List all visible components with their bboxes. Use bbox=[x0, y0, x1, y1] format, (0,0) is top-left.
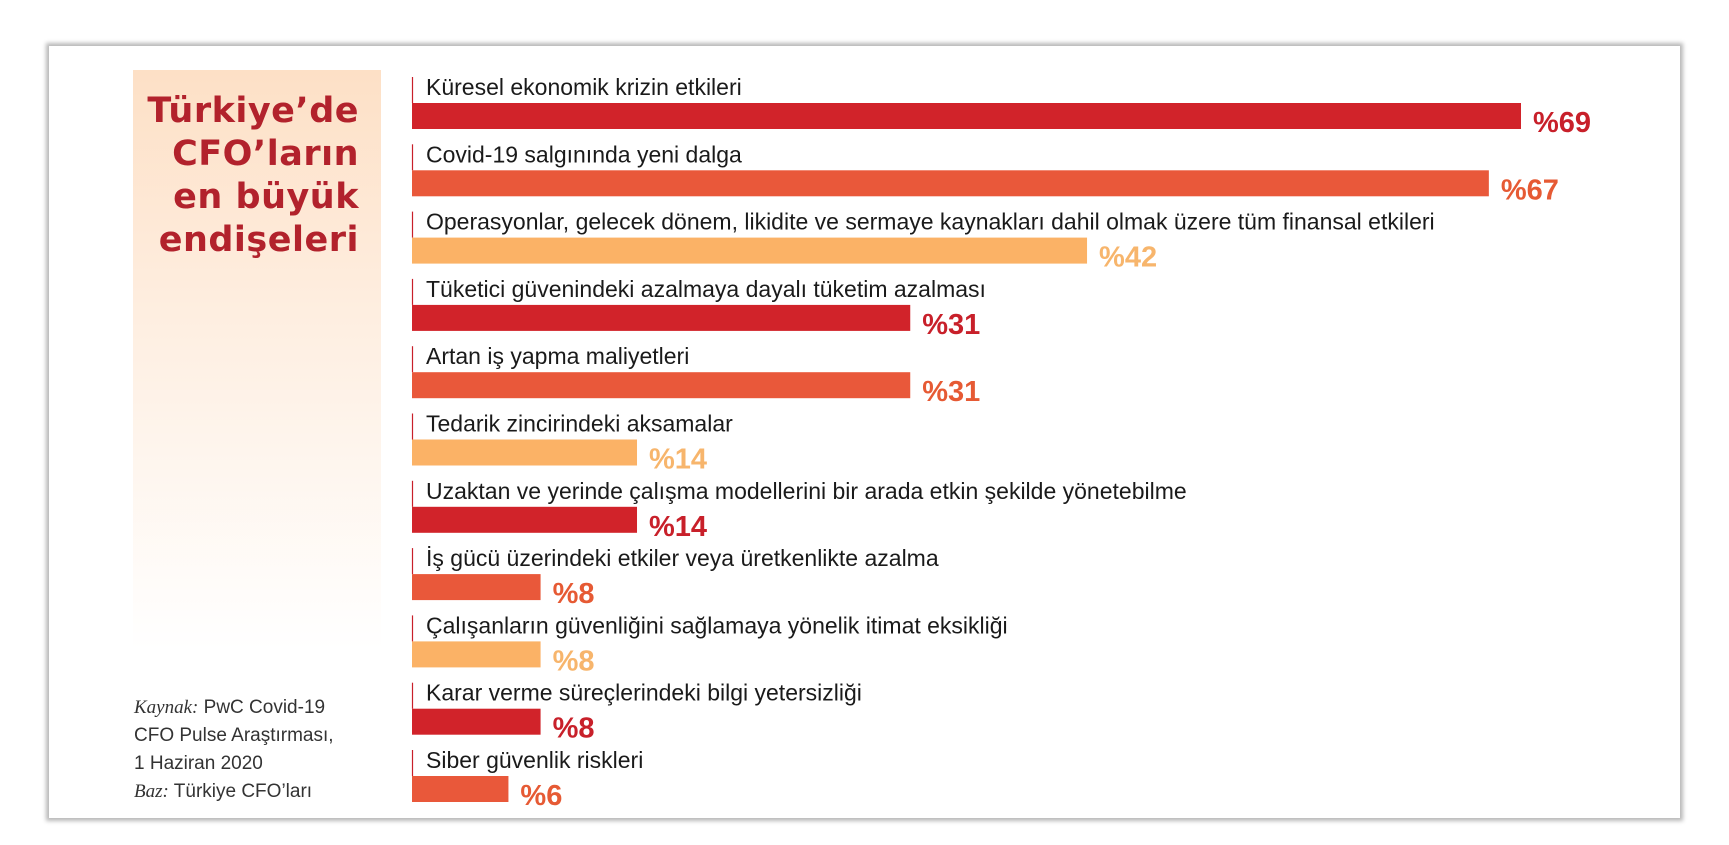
chart-title: Türkiye’de CFO’ların en büyük endişeleri bbox=[129, 90, 359, 262]
bar bbox=[412, 170, 1489, 197]
value-label: %14 bbox=[649, 444, 707, 476]
category-label: Çalışanların güvenliğini sağlamaya yönel… bbox=[426, 612, 1008, 638]
bar bbox=[412, 372, 911, 399]
value-label: %31 bbox=[922, 309, 980, 341]
bar bbox=[412, 641, 541, 668]
source-text: PwC Covid-19 bbox=[203, 697, 326, 718]
value-label: %69 bbox=[1533, 107, 1591, 139]
bar bbox=[412, 439, 638, 466]
bar bbox=[412, 506, 638, 533]
bar bbox=[412, 776, 509, 802]
value-label: %14 bbox=[649, 511, 707, 543]
base-label: Baz: bbox=[134, 781, 169, 802]
category-label: Tüketici güvenindeki azalmaya dayalı tük… bbox=[426, 276, 986, 302]
source-line-3: 1 Haziran 2020 bbox=[134, 753, 263, 774]
title-line-1: Türkiye’de bbox=[147, 91, 359, 131]
title-line-3: en büyük bbox=[173, 177, 359, 217]
category-label: Tedarik zincirindeki aksamalar bbox=[426, 411, 733, 437]
bar bbox=[412, 574, 541, 601]
category-label: Küresel ekonomik krizin etkileri bbox=[426, 74, 742, 100]
bar bbox=[412, 304, 911, 331]
base-text: Türkiye CFO’ları bbox=[173, 781, 313, 802]
value-label: %8 bbox=[553, 645, 595, 677]
category-label: Siber güvenlik riskleri bbox=[426, 747, 643, 773]
title-line-2: CFO’ların bbox=[172, 134, 359, 174]
bar bbox=[412, 103, 1521, 129]
value-label: %42 bbox=[1099, 242, 1157, 274]
value-label: %8 bbox=[553, 578, 595, 610]
source-label: Kaynak: bbox=[134, 697, 199, 718]
value-label: %31 bbox=[922, 376, 980, 408]
bar bbox=[412, 708, 541, 735]
title-panel: Türkiye’de CFO’ların en büyük endişeleri bbox=[133, 70, 381, 650]
bar bbox=[412, 237, 1088, 264]
source-line-2: CFO Pulse Araştırması, bbox=[134, 725, 334, 746]
category-label: İş gücü üzerindeki etkiler veya üretkenl… bbox=[426, 545, 939, 571]
value-label: %67 bbox=[1501, 174, 1559, 206]
value-label: %8 bbox=[553, 713, 595, 745]
category-label: Uzaktan ve yerinde çalışma modellerini b… bbox=[426, 478, 1187, 504]
value-label: %6 bbox=[520, 780, 562, 812]
source-note: Kaynak: PwC Covid-19 CFO Pulse Araştırma… bbox=[134, 694, 394, 806]
category-label: Covid-19 salgınında yeni dalga bbox=[426, 141, 742, 167]
title-line-4: endişeleri bbox=[158, 220, 359, 260]
category-label: Operasyonlar, gelecek dönem, likidite ve… bbox=[426, 209, 1435, 235]
category-label: Artan iş yapma maliyetleri bbox=[426, 343, 689, 369]
category-label: Karar verme süreçlerindeki bilgi yetersi… bbox=[426, 680, 862, 706]
